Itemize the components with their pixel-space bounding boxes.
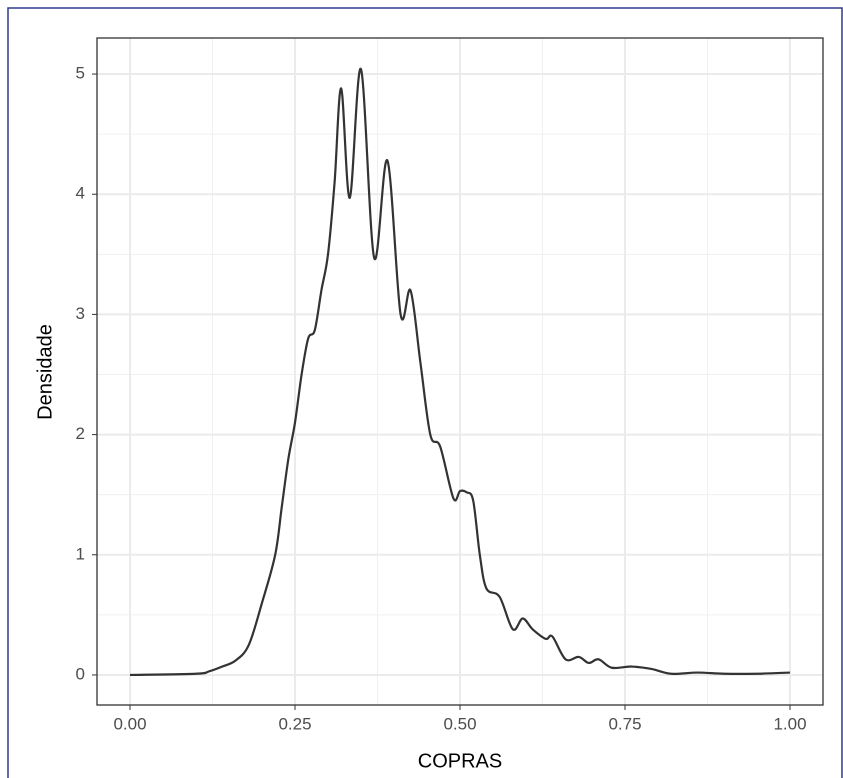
x-tick-label: 0.75 (608, 714, 641, 733)
x-axis-title: COPRAS (418, 750, 502, 772)
density-line (129, 68, 791, 677)
y-axis-title: Densidade (34, 324, 56, 420)
x-tick-label: 1.00 (773, 714, 806, 733)
y-tick-label: 3 (76, 304, 85, 323)
x-tick-label: 0.25 (278, 714, 311, 733)
panel-border (96, 37, 824, 706)
y-tick-label: 4 (76, 184, 85, 203)
x-tick-label: 0.50 (443, 714, 476, 733)
frame (7, 7, 843, 778)
x-tick-label: 0.00 (113, 714, 146, 733)
y-tick-label: 0 (76, 664, 85, 683)
y-tick-label: 5 (76, 64, 85, 83)
y-tick-label: 2 (76, 424, 85, 443)
y-tick-label: 1 (76, 544, 85, 563)
